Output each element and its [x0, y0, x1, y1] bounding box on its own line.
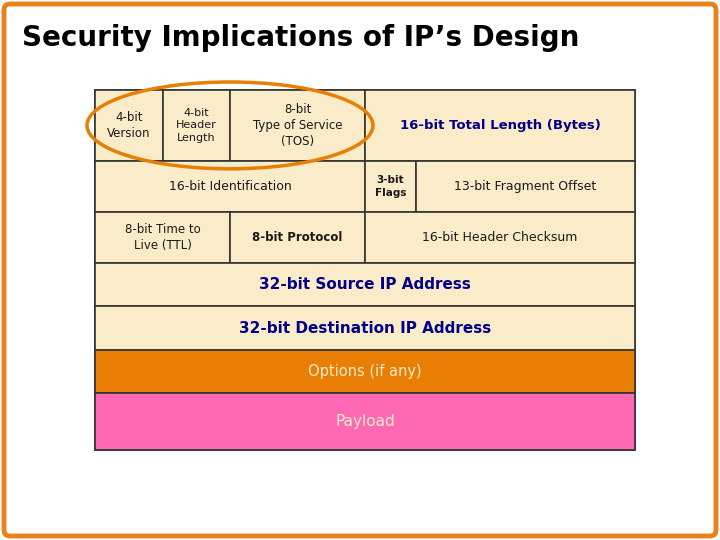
Bar	[163, 90, 230, 161]
Text: 4-bit
Version: 4-bit Version	[107, 111, 150, 140]
Text: 16-bit Total Length (Bytes): 16-bit Total Length (Bytes)	[400, 119, 600, 132]
Text: Options (if any): Options (if any)	[308, 364, 422, 379]
Text: 8-bit
Type of Service
(TOS): 8-bit Type of Service (TOS)	[253, 103, 342, 148]
Text: 32-bit Destination IP Address: 32-bit Destination IP Address	[239, 321, 491, 335]
Bar	[365, 161, 415, 212]
Bar	[230, 212, 365, 263]
Text: 4-bit
Header
Length: 4-bit Header Length	[176, 108, 217, 143]
Bar	[95, 161, 365, 212]
Text: Payload: Payload	[335, 414, 395, 429]
Bar	[415, 161, 635, 212]
Text: 8-bit Time to
Live (TTL): 8-bit Time to Live (TTL)	[125, 223, 200, 252]
Text: 3-bit
Flags: 3-bit Flags	[374, 175, 406, 198]
Text: 16-bit Header Checksum: 16-bit Header Checksum	[423, 231, 577, 244]
Bar	[95, 263, 635, 306]
Bar	[95, 393, 635, 450]
Text: 13-bit Fragment Offset: 13-bit Fragment Offset	[454, 180, 596, 193]
Bar	[95, 90, 635, 450]
Text: 16-bit Identification: 16-bit Identification	[168, 180, 292, 193]
Bar	[365, 90, 635, 161]
Text: 8-bit Protocol: 8-bit Protocol	[252, 231, 343, 244]
Bar	[230, 90, 365, 161]
Bar	[95, 350, 635, 393]
Text: Security Implications of IP’s Design: Security Implications of IP’s Design	[22, 24, 580, 52]
Bar	[95, 90, 163, 161]
Text: 32-bit Source IP Address: 32-bit Source IP Address	[259, 277, 471, 292]
Bar	[95, 212, 230, 263]
FancyBboxPatch shape	[4, 4, 716, 536]
Bar	[365, 212, 635, 263]
Bar	[95, 306, 635, 350]
